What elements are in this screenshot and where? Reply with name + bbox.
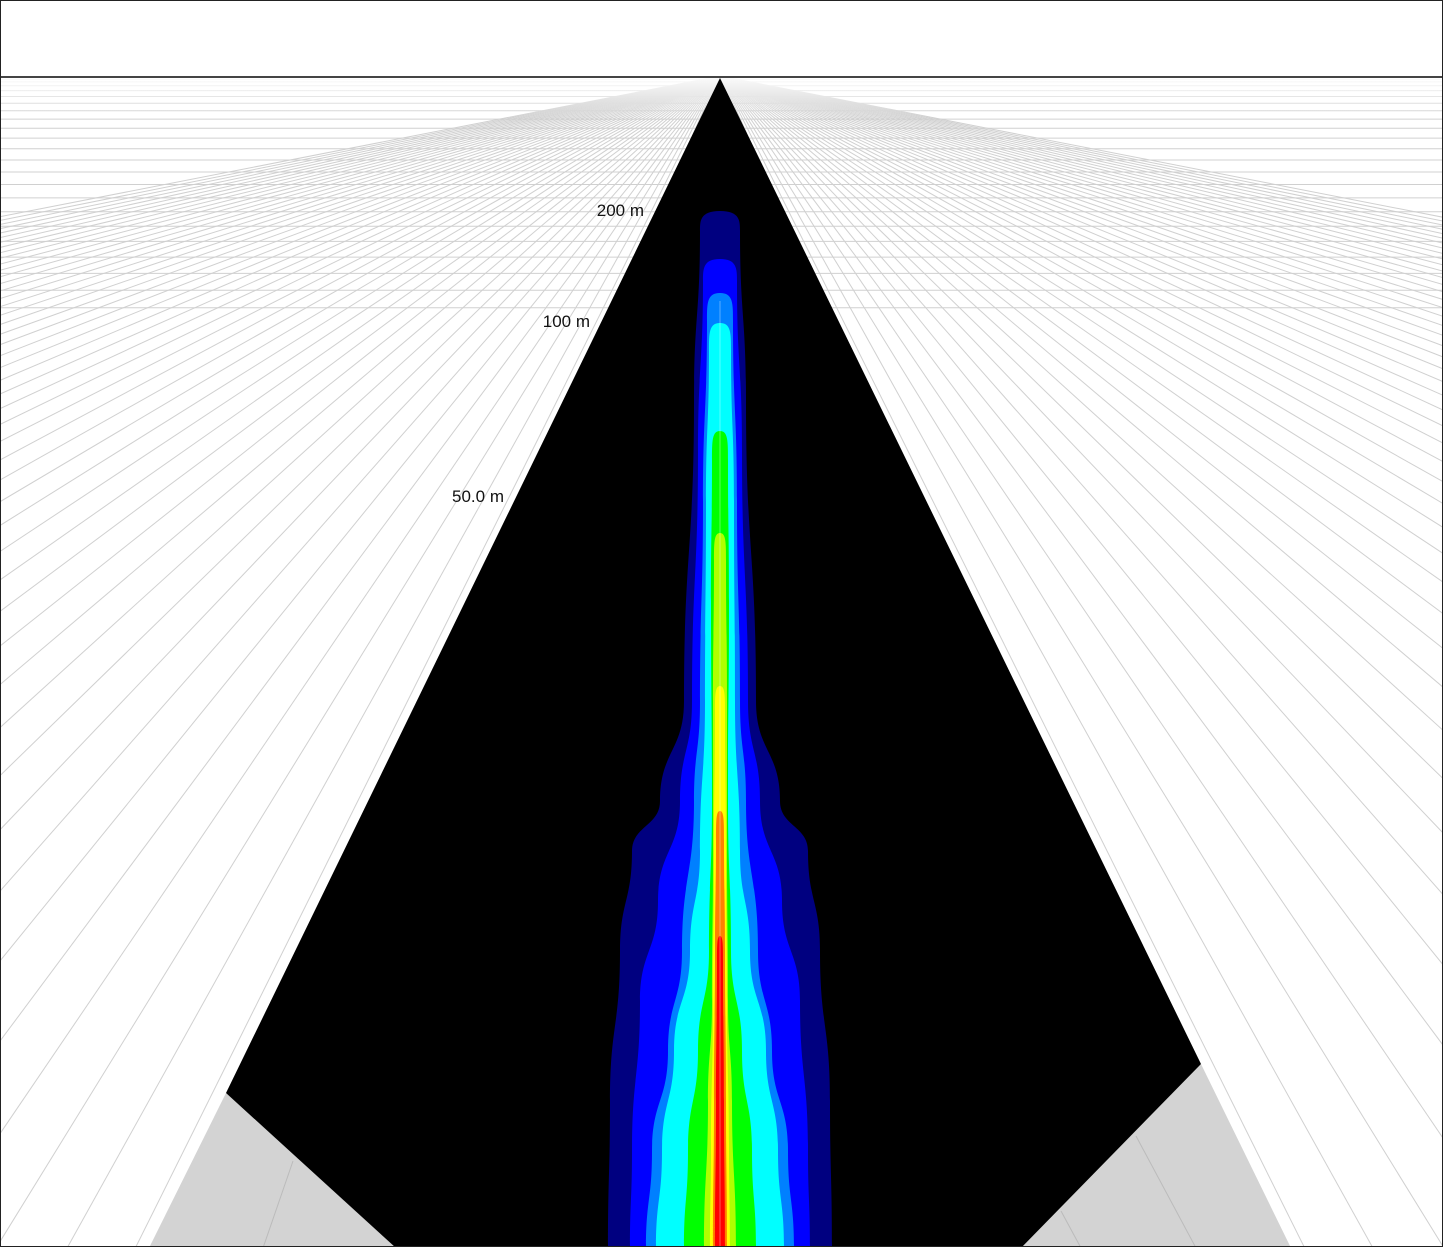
ground-patch-left-gridline <box>263 1160 294 1246</box>
range-label-200m: 200 m <box>597 201 644 220</box>
plume-contours <box>608 211 832 1246</box>
range-label-100m: 100 m <box>543 312 590 331</box>
ground-patch-left <box>149 1093 394 1246</box>
ground-patch-right-gridline <box>1135 1135 1196 1246</box>
ground-patch-right-gridline-2 <box>1060 1210 1081 1246</box>
range-label-50m: 50.0 m <box>452 487 504 506</box>
ground-patch-right <box>1022 1064 1291 1246</box>
plume-contour-level-9 <box>715 936 725 1246</box>
